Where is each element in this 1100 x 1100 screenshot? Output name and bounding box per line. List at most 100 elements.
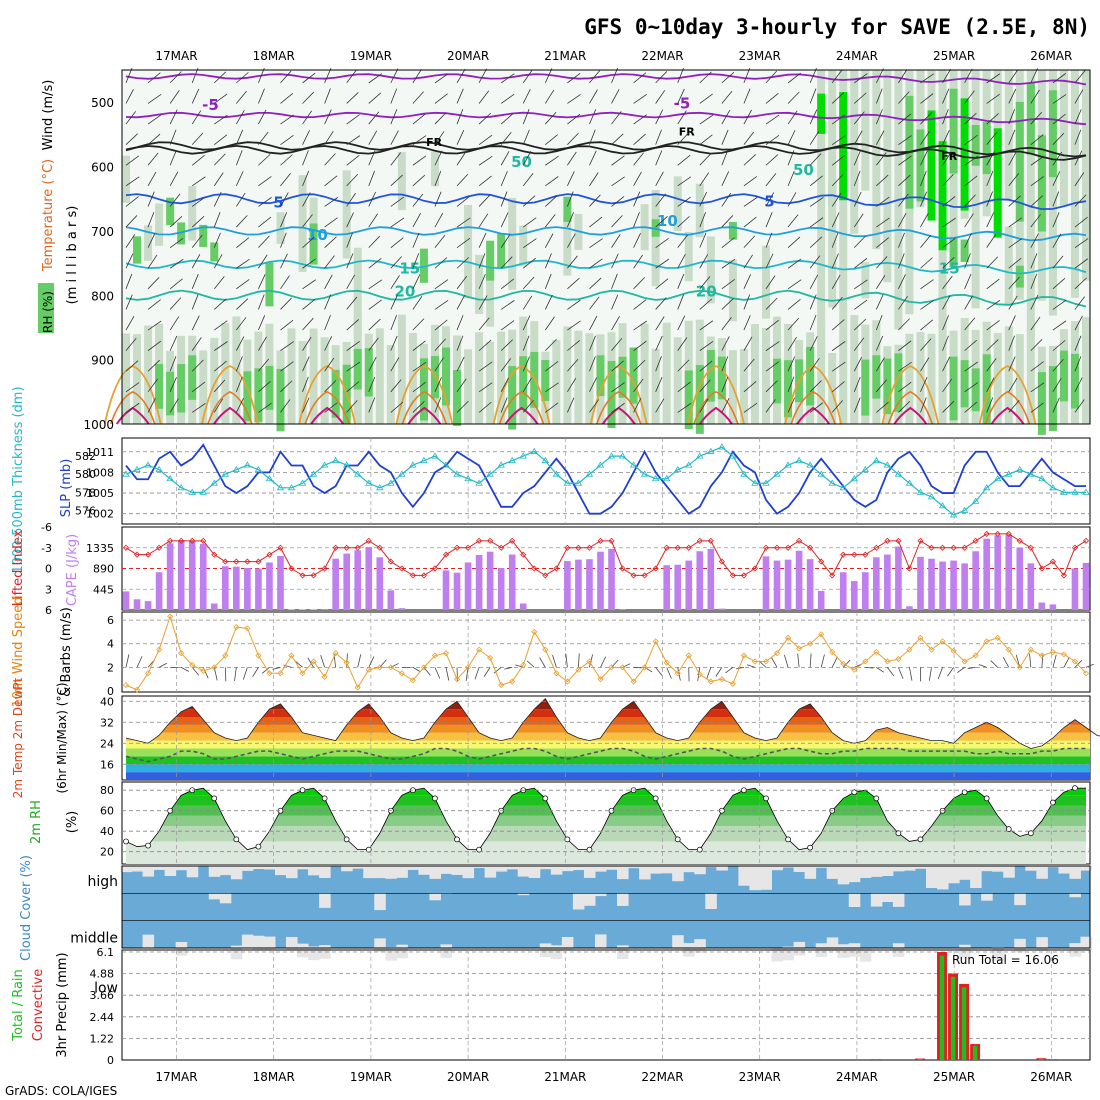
warm-isotherm <box>504 406 539 425</box>
wind-barb <box>147 299 161 310</box>
wind-barb <box>920 397 927 413</box>
wind-speed-point <box>365 666 372 673</box>
thickness-point <box>232 465 241 473</box>
wind-barb <box>942 109 949 125</box>
rh-shade-mid <box>938 243 947 339</box>
wind-barb <box>942 88 950 104</box>
wind-barb <box>677 132 689 145</box>
li-point <box>145 551 152 558</box>
wind-barb <box>875 335 884 351</box>
wind-barb <box>986 256 999 269</box>
cape-bar <box>343 553 350 610</box>
wind-barb <box>368 235 381 248</box>
wind-barb <box>787 130 796 145</box>
wind-barb <box>655 90 666 104</box>
wind-barb <box>567 358 579 372</box>
wind-barb <box>169 316 180 331</box>
cape-bar <box>233 566 240 610</box>
wind-barb <box>456 335 464 351</box>
wind-barb <box>721 171 730 187</box>
wind-speed-point <box>409 677 416 684</box>
wind-speed-point <box>1049 648 1056 656</box>
surface-wind-barb <box>1063 656 1070 668</box>
wind-barb <box>368 376 376 392</box>
cloud-high-gap <box>385 866 397 879</box>
rh-tick-label: 40 <box>100 825 114 838</box>
wind-barb <box>942 356 951 372</box>
wind-barb <box>456 257 470 269</box>
wind-barb <box>853 397 861 413</box>
cloud-low-fill <box>1080 936 1093 951</box>
cloud-level-label: middle <box>70 930 118 946</box>
li-point <box>807 544 814 551</box>
li-point <box>873 544 880 551</box>
rh-shade-moist <box>276 368 285 432</box>
wind-barb <box>324 294 332 310</box>
cloud-low-fill <box>594 934 607 949</box>
wind-barb <box>545 111 557 125</box>
wind-barb <box>191 315 200 331</box>
isotherm-line <box>125 141 1087 158</box>
wind-speed-point <box>740 652 747 659</box>
wind-barb <box>721 109 731 125</box>
cloud-mid-gap <box>959 893 971 906</box>
thickness-point <box>177 484 185 491</box>
cape-bar <box>674 564 682 610</box>
wind-barb <box>942 315 949 331</box>
cloud-low-fill <box>308 946 320 961</box>
wind-barb <box>147 320 162 331</box>
wind-barb <box>611 111 622 125</box>
wind-barb <box>324 402 338 413</box>
wind-barb <box>875 294 884 310</box>
wind-barb <box>787 356 796 372</box>
wind-barb <box>478 273 486 289</box>
surface-wind-barb <box>526 660 535 668</box>
rh-shade-moist <box>519 356 528 411</box>
thickness-point <box>806 461 814 468</box>
wind-barb <box>964 295 974 310</box>
surface-wind-barb <box>706 667 712 680</box>
wind-barb <box>831 253 839 269</box>
wind-barb <box>898 91 910 104</box>
warm-isotherm <box>395 365 454 425</box>
isotherm-line <box>125 73 1087 86</box>
wind-barb <box>324 88 331 104</box>
wind-barb <box>1008 276 1020 290</box>
li-tick-label: -3 <box>41 542 52 555</box>
surface-wind-barb <box>876 667 885 673</box>
wind-barb <box>611 316 620 331</box>
wind-barb <box>964 155 979 166</box>
wind-barb <box>346 274 355 290</box>
thickness-point <box>1049 484 1057 491</box>
cloud-high-gap <box>153 866 166 870</box>
temp-tick-label: 32 <box>100 716 114 729</box>
rh-shade-moist <box>331 369 340 418</box>
rh-band <box>126 841 1086 864</box>
precip-tick-label: 1.22 <box>90 1032 115 1045</box>
cloud-high-gap <box>881 866 894 876</box>
wind-barb <box>390 109 398 125</box>
wind-barb <box>765 114 780 125</box>
li-line <box>125 533 1087 577</box>
wind-barb <box>655 335 663 351</box>
wind-barb <box>1052 377 1062 393</box>
wind-speed-point <box>994 634 1001 641</box>
wind-barb <box>699 298 713 310</box>
wind-barb <box>346 253 354 269</box>
wind-barb <box>368 191 376 207</box>
wind-speed-point <box>1016 664 1023 671</box>
li-point <box>343 544 350 551</box>
thickness-point <box>320 461 329 468</box>
wind-barb <box>412 318 425 331</box>
wind-barb <box>368 170 375 187</box>
wind-barb <box>986 212 994 228</box>
rh-point <box>343 836 350 843</box>
wind-barb <box>876 401 889 413</box>
rh-shade-mid <box>309 197 318 234</box>
wind-tick-label: 0 <box>107 685 114 698</box>
rh-shade-low <box>397 314 406 424</box>
wind-barb <box>412 91 424 104</box>
wind-barb <box>390 314 398 331</box>
li-point <box>465 544 472 551</box>
rh-shade-late-moist <box>960 98 969 211</box>
